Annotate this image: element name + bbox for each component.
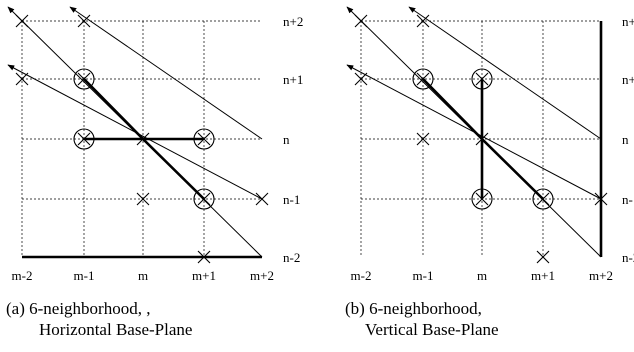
neighbor-point-b-cross xyxy=(416,72,430,86)
point-marker-b xyxy=(354,14,368,28)
point-marker-b xyxy=(416,14,430,28)
y-tick-b: n+1 xyxy=(622,72,634,87)
point-marker-a xyxy=(136,132,150,146)
x-tick-b: m-1 xyxy=(413,268,434,283)
x-tick-a: m+1 xyxy=(192,268,216,283)
y-tick-a: n+1 xyxy=(283,72,303,87)
diagonal-arrow-a xyxy=(69,6,263,140)
x-tick-a: m-1 xyxy=(74,268,95,283)
neighbor-point-a-circle xyxy=(73,128,95,150)
neighbor-point-a-circle xyxy=(73,68,95,90)
x-tick-b: m+1 xyxy=(531,268,555,283)
point-marker-b xyxy=(536,250,550,264)
neighbor-point-a-cross xyxy=(77,132,91,146)
point-marker-a xyxy=(15,14,29,28)
caption-a-line2: Horizontal Base-Plane xyxy=(39,320,193,339)
y-tick-a: n-1 xyxy=(283,192,300,207)
y-tick-b: n xyxy=(622,132,629,147)
point-marker-b xyxy=(594,192,608,206)
neighbor-point-b-circle xyxy=(471,68,493,90)
point-marker-a xyxy=(15,72,29,86)
point-marker-b xyxy=(416,132,430,146)
caption-b: (b) 6-neighborhood, Vertical Base-Plane xyxy=(345,298,499,340)
caption-b-line2: Vertical Base-Plane xyxy=(365,320,499,339)
neighbor-point-b-cross xyxy=(475,192,489,206)
point-marker-a xyxy=(136,192,150,206)
y-tick-b: n-1 xyxy=(622,192,634,207)
neighbor-point-b-circle xyxy=(471,188,493,210)
point-marker-b xyxy=(475,132,489,146)
neighbor-point-b-circle xyxy=(412,68,434,90)
x-tick-b: m xyxy=(477,268,487,283)
point-marker-a xyxy=(255,192,269,206)
neighbor-point-a-cross xyxy=(77,72,91,86)
neighbor-point-a-circle xyxy=(193,128,215,150)
caption-b-line1: (b) 6-neighborhood, xyxy=(345,299,482,318)
x-tick-b: m-2 xyxy=(351,268,372,283)
x-tick-a: m-2 xyxy=(12,268,33,283)
neighbor-point-a-circle xyxy=(193,188,215,210)
neighbor-point-a-cross xyxy=(197,192,211,206)
point-marker-a xyxy=(77,14,91,28)
x-tick-a: m+2 xyxy=(250,268,274,283)
y-tick-b: n-2 xyxy=(622,250,634,265)
caption-a: (a) 6-neighborhood, , Horizontal Base-Pl… xyxy=(6,298,192,340)
x-tick-b: m+2 xyxy=(589,268,613,283)
diagonal-arrow-b xyxy=(408,6,602,140)
x-tick-a: m xyxy=(138,268,148,283)
neighbor-point-b-circle xyxy=(532,188,554,210)
y-tick-a: n+2 xyxy=(283,14,303,29)
caption-a-line1: (a) 6-neighborhood, , xyxy=(6,299,151,318)
y-tick-b: n+2 xyxy=(622,14,634,29)
neighbor-point-b-cross xyxy=(536,192,550,206)
point-marker-b xyxy=(354,72,368,86)
y-tick-a: n xyxy=(283,132,290,147)
neighbor-point-b-cross xyxy=(475,72,489,86)
y-tick-a: n-2 xyxy=(283,250,300,265)
neighbor-point-a-cross xyxy=(197,132,211,146)
point-marker-a xyxy=(197,250,211,264)
